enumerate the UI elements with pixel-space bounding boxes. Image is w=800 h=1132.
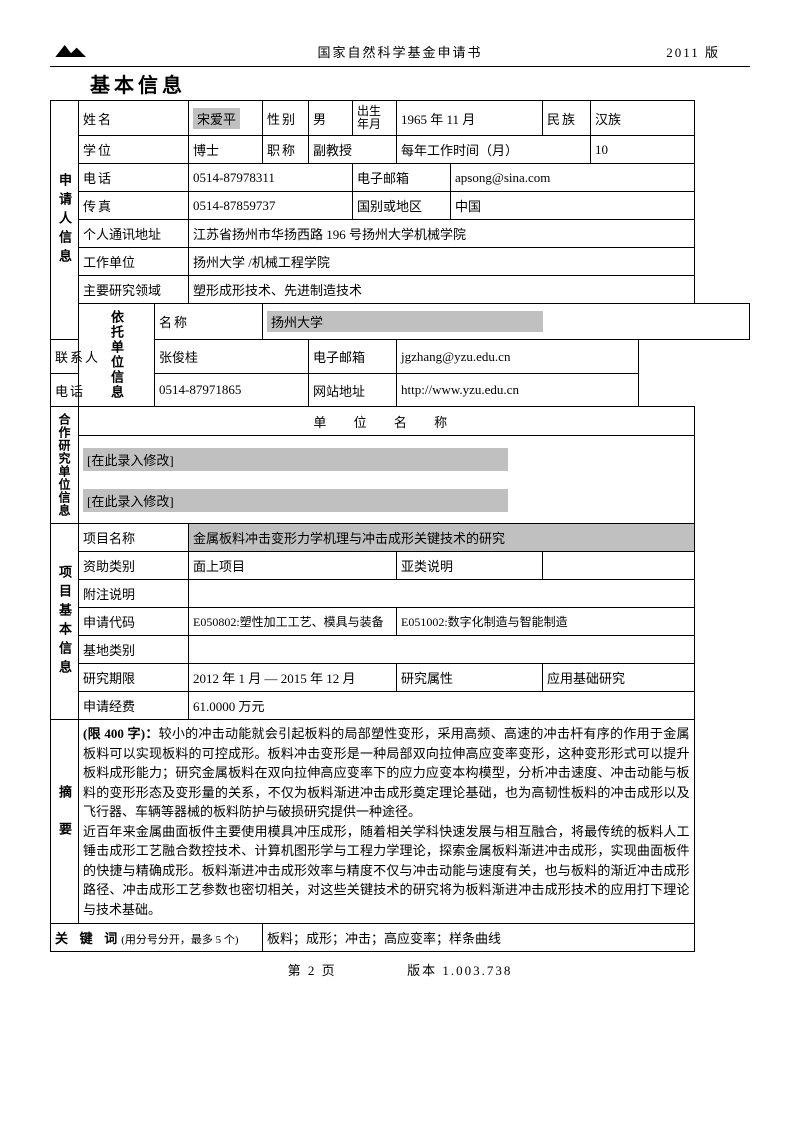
research-label: 主要研究领域	[79, 276, 189, 304]
inst-website-value: http://www.yzu.edu.cn	[397, 373, 639, 407]
abstract-prefix: (限 400 字)：	[83, 726, 159, 741]
info-table: 申请人信息 姓名 宋爱平 性别 男 出生年月 1965 年 11 月 民族 汉族…	[50, 100, 750, 952]
inst-name-label: 名称	[155, 304, 263, 340]
budget-value: 61.0000 万元	[189, 692, 694, 720]
footer-page: 第 2 页	[288, 963, 337, 978]
title-label: 职称	[263, 136, 309, 164]
page-footer: 第 2 页 版本 1.003.738	[50, 960, 750, 979]
period-value: 2012 年 1 月 — 2015 年 12 月	[189, 664, 397, 692]
keywords-note: (用分号分开，最多 5 个)	[121, 934, 238, 946]
inst-phone-value: 0514-87971865	[155, 373, 309, 407]
abstract-section-label: 摘要	[51, 720, 79, 924]
keywords-label: 关 键 词	[55, 931, 121, 946]
footer-version: 版本 1.003.738	[407, 963, 512, 978]
note-label: 附注说明	[79, 580, 189, 608]
gender-label: 性别	[263, 101, 309, 136]
project-name-label: 项目名称	[79, 524, 189, 552]
phone-value: 0514-87978311	[189, 164, 353, 192]
project-name-value: 金属板料冲击变形力学机理与冲击成形关键技术的研究	[189, 524, 694, 552]
attr-label: 研究属性	[397, 664, 543, 692]
header-version: 2011 版	[666, 42, 720, 61]
code-label: 申请代码	[79, 608, 189, 636]
period-label: 研究期限	[79, 664, 189, 692]
address-value: 江苏省扬州市华扬西路 196 号扬州大学机械学院	[189, 220, 694, 248]
logo-icon	[50, 40, 90, 62]
inst-website-label: 网站地址	[309, 373, 397, 407]
note-value	[189, 580, 694, 608]
funding-type-label: 资助类别	[79, 552, 189, 580]
worktime-label: 每年工作时间（月）	[397, 136, 591, 164]
ethnicity-value: 汉族	[591, 101, 694, 136]
inst-email-label: 电子邮箱	[309, 340, 397, 374]
section-title: 基本信息	[90, 69, 750, 98]
name-label: 姓名	[79, 101, 189, 136]
inst-phone-label: 电话	[51, 373, 155, 407]
cooperation-input-2[interactable]: [在此录入修改]	[83, 489, 508, 512]
worktime-value: 10	[591, 136, 694, 164]
inst-contact-label: 联系人	[51, 340, 155, 374]
email-value: apsong@sina.com	[451, 164, 694, 192]
attr-value: 应用基础研究	[543, 664, 694, 692]
funding-type-value: 面上项目	[189, 552, 397, 580]
cooperation-input-1[interactable]: [在此录入修改]	[83, 448, 508, 471]
name-value: 宋爱平	[189, 101, 263, 136]
fax-value: 0514-87859737	[189, 192, 353, 220]
subtype-label: 亚类说明	[397, 552, 543, 580]
cooperation-section-label: 合作研究单位信息	[51, 407, 79, 524]
cooperation-inputs: [在此录入修改] [在此录入修改]	[79, 436, 695, 524]
country-value: 中国	[451, 192, 694, 220]
inst-name-value: 扬州大学	[263, 304, 750, 340]
title-value: 副教授	[309, 136, 397, 164]
phone-label: 电话	[79, 164, 189, 192]
page-header: 国家自然科学基金申请书 2011 版	[50, 40, 750, 62]
applicant-section-label: 申请人信息	[51, 101, 79, 340]
fax-label: 传真	[79, 192, 189, 220]
gender-value: 男	[309, 101, 353, 136]
workunit-value: 扬州大学 /机械工程学院	[189, 248, 694, 276]
workunit-label: 工作单位	[79, 248, 189, 276]
cooperation-header: 单 位 名 称	[79, 407, 695, 436]
abstract-content: (限 400 字)：较小的冲击动能就会引起板料的局部塑性变形，采用高频、高速的冲…	[79, 720, 695, 924]
code1-value: E050802:塑性加工工艺、模具与装备	[189, 608, 397, 636]
abstract-para1: 较小的冲击动能就会引起板料的局部塑性变形，采用高频、高速的冲击杆有序的作用于金属…	[83, 726, 690, 819]
code2-value: E051002:数字化制造与智能制造	[397, 608, 694, 636]
base-label: 基地类别	[79, 636, 189, 664]
email-label: 电子邮箱	[353, 164, 451, 192]
country-label: 国别或地区	[353, 192, 451, 220]
abstract-para2: 近百年来金属曲面板件主要使用模具冲压成形，随着相关学科快速发展与相互融合，将最传…	[83, 824, 690, 917]
birth-label: 出生年月	[353, 101, 397, 136]
inst-email-value: jgzhang@yzu.edu.cn	[397, 340, 639, 374]
research-value: 塑形成形技术、先进制造技术	[189, 276, 694, 304]
header-divider	[50, 66, 750, 67]
budget-label: 申请经费	[79, 692, 189, 720]
degree-label: 学位	[79, 136, 189, 164]
birth-value: 1965 年 11 月	[397, 101, 543, 136]
degree-value: 博士	[189, 136, 263, 164]
project-section-label: 项目基本信息	[51, 524, 79, 720]
base-value	[189, 636, 694, 664]
address-label: 个人通讯地址	[79, 220, 189, 248]
header-title: 国家自然科学基金申请书	[317, 42, 482, 61]
keywords-value: 板料；成形；冲击；高应变率；样条曲线	[263, 924, 694, 952]
ethnicity-label: 民族	[543, 101, 591, 136]
subtype-value	[543, 552, 694, 580]
keywords-label-cell: 关 键 词(用分号分开，最多 5 个)	[51, 924, 263, 952]
inst-contact-value: 张俊桂	[155, 340, 309, 374]
